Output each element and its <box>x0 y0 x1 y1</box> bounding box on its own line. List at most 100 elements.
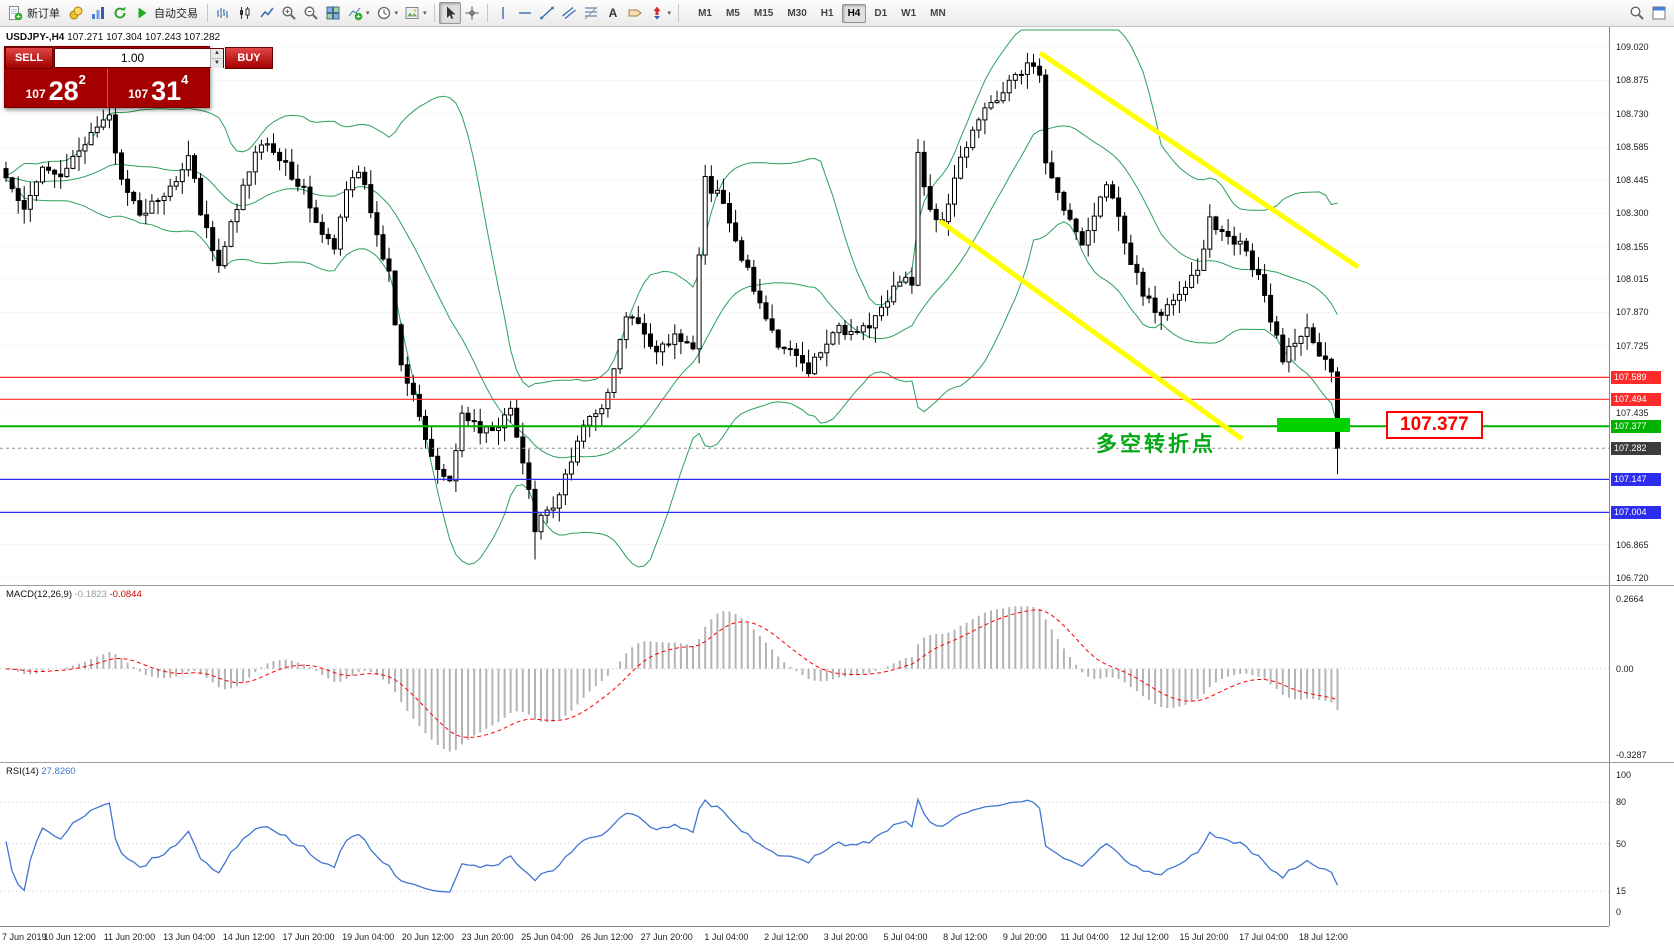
timeframe-button-d1[interactable]: D1 <box>874 7 888 19</box>
yellow-trendline-2[interactable] <box>938 218 1244 442</box>
text-icon: A <box>608 6 617 20</box>
bull-candle <box>1189 274 1195 288</box>
bear-candle <box>277 151 283 162</box>
time-axis-label: 2 Jul 12:00 <box>764 932 809 942</box>
buy-button[interactable]: BUY <box>225 47 273 69</box>
bull-candle <box>848 331 854 335</box>
toolbar-separator <box>678 4 680 22</box>
bull-candle <box>575 440 580 463</box>
bear-candle <box>648 333 653 347</box>
profiles-button[interactable] <box>87 2 109 24</box>
periods-button[interactable]: ▾ <box>373 2 402 24</box>
trendline-button[interactable] <box>536 2 558 24</box>
bear-candle <box>416 393 422 417</box>
timeframe-button-h1[interactable]: H1 <box>820 7 834 19</box>
pane-separator[interactable] <box>0 585 1674 586</box>
timeframe-button-m1[interactable]: M1 <box>698 7 712 19</box>
clock-icon <box>377 6 390 20</box>
pane-separator[interactable] <box>0 762 1674 763</box>
indicators-button[interactable]: ▾ <box>344 2 373 24</box>
bull-candle <box>240 184 246 211</box>
turning-point-annotation[interactable]: 多空转折点 <box>1096 433 1216 456</box>
bar-chart-button[interactable] <box>212 2 234 24</box>
timeframe-button-h4[interactable]: H4 <box>841 3 867 23</box>
bollinger-middle-band <box>5 125 1338 459</box>
time-axis-label: 3 Jul 20:00 <box>823 932 868 942</box>
templates-button[interactable]: ▾ <box>401 2 430 24</box>
timeframe-button-m15[interactable]: M15 <box>753 7 774 19</box>
volume-input[interactable] <box>55 49 210 67</box>
green-highlight-box[interactable] <box>1277 418 1350 432</box>
time-axis-label: 13 Jun 04:00 <box>163 932 216 942</box>
bear-candle <box>1146 295 1152 299</box>
bear-candle <box>380 234 386 260</box>
fibonacci-button[interactable] <box>580 2 602 24</box>
channel-button[interactable] <box>558 2 580 24</box>
zoom-in-button[interactable] <box>278 2 300 24</box>
bear-candle <box>781 346 787 350</box>
new-order-icon <box>9 6 23 21</box>
bear-candle <box>708 176 714 194</box>
horizontal-line-button[interactable] <box>514 2 536 24</box>
bear-candle <box>9 177 15 190</box>
bear-candle <box>15 188 21 201</box>
volume-increase-button[interactable]: ▲ <box>211 49 223 59</box>
bear-candle <box>909 276 915 286</box>
price-axis[interactable]: 109.020 108.875 108.730 108.585 108.445 108.3… <box>1609 27 1674 926</box>
timeframe-button-m5[interactable]: M5 <box>725 7 740 19</box>
sell-price-pips: 28 <box>48 76 79 106</box>
bear-candle <box>398 324 404 366</box>
rsi-plot[interactable] <box>0 762 1609 926</box>
time-axis-label: 15 Jul 20:00 <box>1179 932 1229 942</box>
bear-candle <box>1328 358 1334 373</box>
new-window-button[interactable] <box>1648 2 1670 24</box>
text-button[interactable]: A <box>602 2 624 24</box>
vertical-line-button[interactable] <box>492 2 514 24</box>
bear-candle <box>1049 162 1055 179</box>
price-axis-tick: 108.730 <box>1616 109 1649 119</box>
sell-button[interactable]: SELL <box>5 47 53 69</box>
text-label-button[interactable] <box>624 2 646 24</box>
bull-candle <box>1298 335 1304 344</box>
bull-candle <box>33 181 39 196</box>
bull-candle <box>459 412 465 452</box>
bull-candle <box>228 221 234 247</box>
symbols-button[interactable] <box>65 2 87 24</box>
volume-decrease-button[interactable]: ▼ <box>211 59 223 68</box>
time-axis[interactable]: 7 Jun 2019 10 Jun 12:00 11 Jun 20:00 13 Jun… <box>0 926 1609 949</box>
refresh-button[interactable] <box>109 2 131 24</box>
price-axis-tick: 108.155 <box>1616 242 1649 252</box>
crosshair-button[interactable] <box>461 2 483 24</box>
bear-candle <box>745 259 751 268</box>
timeframe-button-m30[interactable]: M30 <box>787 7 807 19</box>
timeframe-button-w1[interactable]: W1 <box>901 7 917 19</box>
sell-price-display[interactable]: 107 28 2 <box>5 69 108 107</box>
new-order-button[interactable]: 新订单 <box>4 2 65 24</box>
bear-candle <box>319 221 325 235</box>
line-chart-button[interactable] <box>256 2 278 24</box>
tile-windows-button[interactable] <box>322 2 344 24</box>
arrows-button[interactable]: ▾ <box>646 2 675 24</box>
bull-candle <box>982 107 988 121</box>
bull-candle <box>714 189 720 194</box>
bull-candle <box>550 507 556 511</box>
price-callout-label[interactable]: 107.377 <box>1386 411 1483 439</box>
zoom-out-button[interactable] <box>300 2 322 24</box>
cursor-button[interactable] <box>438 2 461 24</box>
bear-candle <box>404 364 410 384</box>
macd-plot[interactable] <box>0 585 1609 762</box>
buy-price-display[interactable]: 107 31 4 <box>108 69 210 107</box>
bear-candle <box>192 155 197 179</box>
level-price-tag: 107.004 <box>1611 506 1661 519</box>
timeframe-button-mn[interactable]: MN <box>930 7 946 19</box>
rsi-axis-label: 15 <box>1616 886 1627 896</box>
search-button[interactable] <box>1626 2 1648 24</box>
yellow-trendline-1[interactable] <box>1038 50 1360 270</box>
bear-candle <box>769 318 775 331</box>
autotrading-button[interactable]: 自动交易 <box>131 2 203 24</box>
bull-candle <box>483 426 489 434</box>
one-click-trading-panel: SELL ▲ ▼ BUY 107 28 2 107 <box>4 46 273 108</box>
bull-candle <box>556 494 562 509</box>
main-chart-plot[interactable] <box>0 27 1609 585</box>
candlestick-chart-button[interactable] <box>234 2 256 24</box>
